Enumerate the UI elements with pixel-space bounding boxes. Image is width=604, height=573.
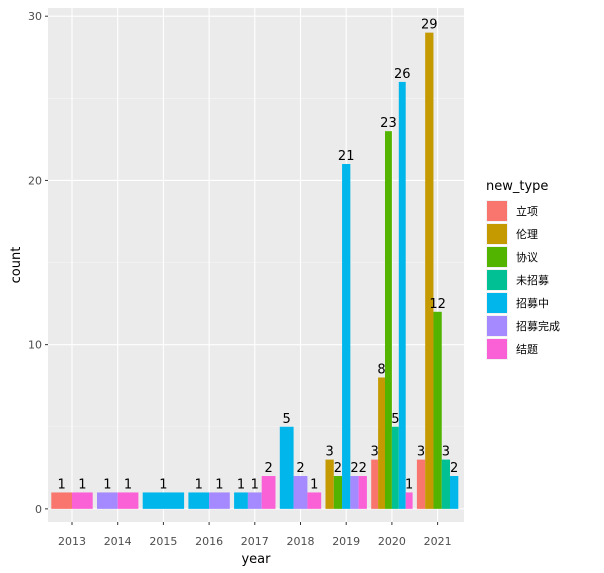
bar-value-label: 1 — [215, 477, 223, 492]
bar-value-label: 3 — [442, 445, 450, 460]
x-axis-title: year — [241, 552, 271, 567]
bar — [307, 492, 322, 509]
legend-swatch — [487, 224, 507, 244]
bar-value-label: 1 — [195, 477, 203, 492]
bar — [358, 476, 367, 509]
legend-label: 结题 — [516, 343, 538, 356]
bar — [416, 459, 426, 509]
bar — [247, 492, 262, 509]
bar — [117, 492, 139, 509]
legend-label: 伦理 — [516, 227, 538, 241]
bar — [209, 492, 230, 509]
x-tick-label: 2021 — [424, 535, 452, 548]
bar-value-label: 1 — [251, 477, 259, 492]
bar — [385, 131, 392, 509]
legend-label: 立项 — [516, 204, 538, 218]
bar — [72, 492, 93, 509]
bar-value-label: 2 — [334, 461, 342, 476]
bar — [450, 476, 459, 509]
x-tick-label: 2014 — [104, 535, 132, 548]
y-axis-title: count — [9, 247, 24, 284]
bar — [293, 476, 308, 509]
x-tick-label: 2018 — [287, 535, 315, 548]
legend-swatch — [487, 293, 507, 313]
bar — [398, 81, 406, 509]
legend-swatch — [487, 270, 507, 290]
x-tick-label: 2017 — [241, 535, 269, 548]
bar — [333, 476, 343, 509]
bar — [342, 164, 351, 509]
legend-label: 招募完成 — [516, 319, 560, 333]
bar — [391, 426, 399, 509]
legend-label: 协议 — [516, 250, 538, 264]
bar-value-label: 2 — [264, 461, 272, 476]
bar — [261, 476, 276, 509]
bar-value-label: 12 — [429, 297, 446, 312]
bar-value-label: 1 — [124, 477, 132, 492]
bar — [279, 426, 294, 509]
x-tick-label: 2020 — [378, 535, 406, 548]
bar — [441, 459, 451, 509]
y-tick-label: 20 — [28, 174, 42, 187]
y-tick-label: 30 — [28, 10, 42, 23]
bar — [405, 492, 413, 509]
legend-label: 未招募 — [516, 273, 549, 287]
legend-swatch — [487, 201, 507, 221]
bar-value-label: 5 — [283, 412, 291, 427]
bar-value-label: 2 — [296, 461, 304, 476]
legend-swatch — [487, 339, 507, 359]
bar-value-label: 1 — [103, 477, 111, 492]
bar-value-label: 21 — [338, 149, 355, 164]
x-tick-label: 2013 — [58, 535, 86, 548]
bar-value-label: 3 — [371, 445, 379, 460]
bar-value-label: 26 — [394, 67, 411, 82]
bar-value-label: 1 — [405, 477, 413, 492]
bar — [142, 492, 185, 509]
bar-value-label: 5 — [391, 412, 399, 427]
bar-value-label: 2 — [450, 461, 458, 476]
bar-value-label: 29 — [421, 18, 438, 33]
bar — [378, 377, 385, 509]
y-axis: 0 10 20 30 — [28, 10, 48, 516]
bar-value-label: 1 — [237, 477, 245, 492]
bar — [433, 311, 442, 509]
bar — [425, 32, 434, 509]
x-tick-label: 2015 — [149, 535, 177, 548]
bar — [234, 492, 248, 509]
legend-swatch — [487, 247, 507, 267]
bar — [188, 492, 210, 509]
bar-value-label: 8 — [377, 362, 385, 377]
bar — [325, 459, 334, 509]
bar — [371, 459, 379, 509]
x-tick-label: 2016 — [195, 535, 223, 548]
bar-value-label: 1 — [78, 477, 86, 492]
bar-value-label: 3 — [325, 445, 333, 460]
bar — [97, 492, 118, 509]
bar — [350, 476, 359, 509]
bar-value-label: 3 — [417, 445, 425, 460]
bar — [51, 492, 72, 509]
bar-value-label: 2 — [350, 461, 358, 476]
bar-value-label: 1 — [159, 477, 167, 492]
x-axis: 2013 2014 2015 2016 2017 2018 2019 2020 2021 — [58, 522, 452, 548]
bar-value-label: 1 — [58, 477, 66, 492]
bars — [51, 32, 459, 509]
bar-value-label: 2 — [359, 461, 367, 476]
legend-title: new_type — [486, 179, 548, 194]
y-tick-label: 10 — [28, 339, 42, 352]
legend-label: 招募中 — [516, 296, 549, 310]
y-tick-label: 0 — [35, 503, 42, 516]
legend-swatch — [487, 316, 507, 336]
bar-value-label: 1 — [310, 477, 318, 492]
bar-value-label: 23 — [380, 116, 397, 131]
x-tick-label: 2019 — [332, 535, 360, 548]
